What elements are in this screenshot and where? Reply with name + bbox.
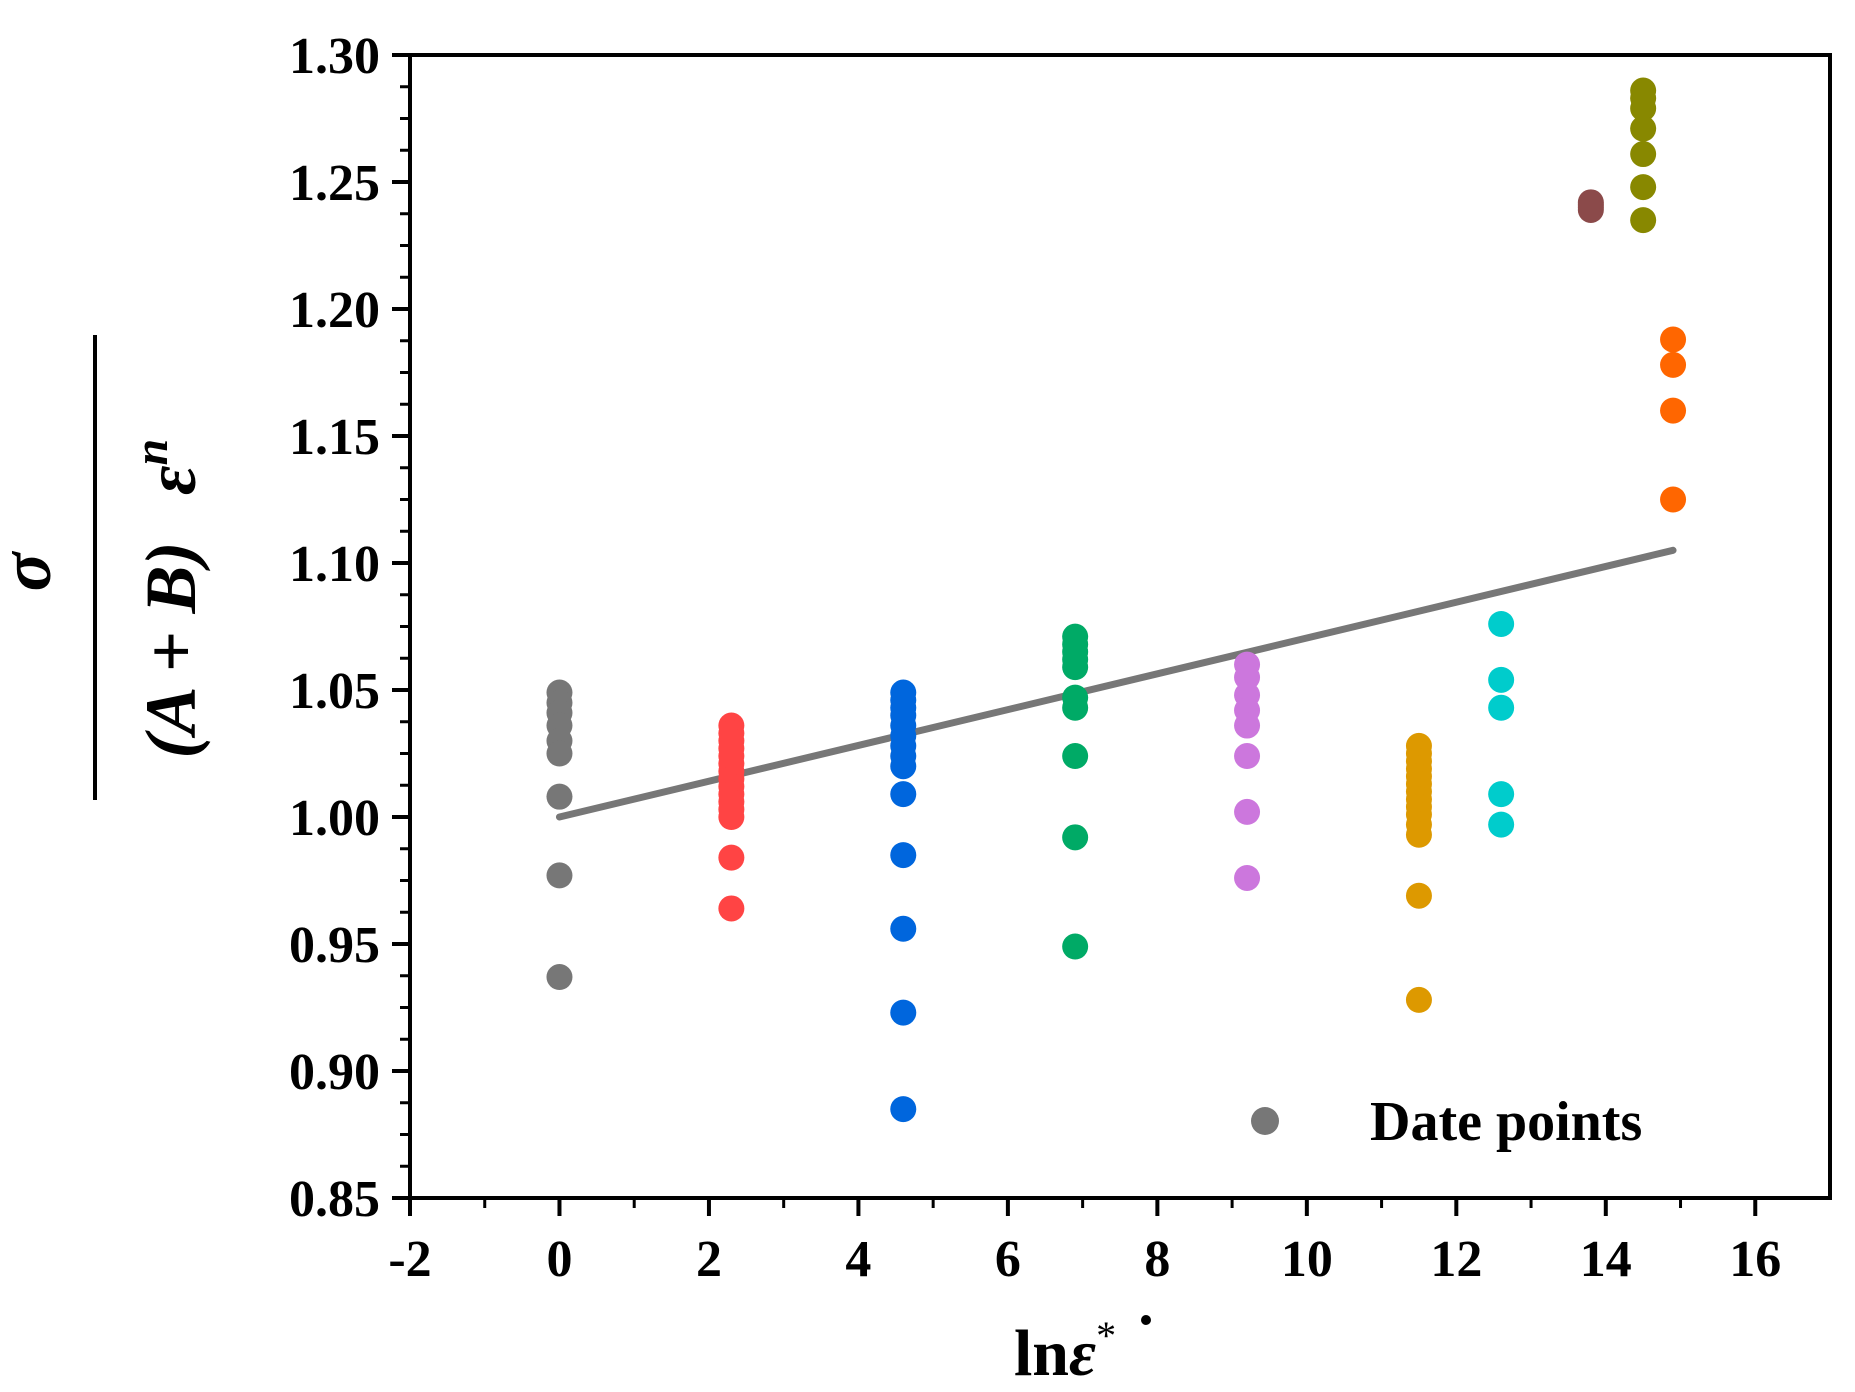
fit-line-group (555, 546, 1677, 821)
y-tick-label: 1.20 (289, 282, 380, 339)
data-point (1488, 811, 1515, 838)
series-group-11.5 (1405, 732, 1432, 1013)
data-point (1234, 712, 1261, 739)
y-tick-label: 1.30 (289, 28, 380, 85)
data-point (1660, 326, 1687, 353)
y-tick-label: 1.05 (289, 663, 380, 720)
data-point (1234, 864, 1261, 891)
svg-text:lnε*: lnε* (1014, 1313, 1116, 1390)
x-axis-title-symbol: ε (1069, 1317, 1096, 1390)
data-point (1405, 986, 1432, 1013)
data-point (718, 804, 745, 830)
x-tick-label: -2 (388, 1231, 431, 1288)
x-tick-label: 4 (845, 1231, 871, 1288)
x-axis-title-superscript: * (1096, 1313, 1116, 1358)
y-tick-label: 1.00 (289, 790, 380, 847)
data-point (1630, 95, 1657, 122)
x-tick-labels: -2 0 2 4 6 8 10 12 14 16 (388, 1231, 1781, 1288)
data-point (1062, 824, 1089, 851)
y-tick-label: 0.90 (289, 1044, 380, 1101)
data-point (1630, 174, 1657, 201)
series-group-0 (546, 679, 573, 991)
data-points (546, 77, 1687, 1123)
y-axis-eps-exponent: n (125, 439, 178, 466)
x-tick-label: 0 (546, 1231, 572, 1288)
fit-line (555, 546, 1677, 821)
data-point (1234, 743, 1261, 770)
series-group-13.8 (1577, 189, 1604, 223)
data-point (546, 862, 573, 889)
data-point (890, 781, 917, 808)
legend-marker (1251, 1107, 1279, 1135)
data-point (718, 895, 745, 922)
x-tick-label: 10 (1281, 1231, 1333, 1288)
x-axis-title: lnε* (1014, 1313, 1151, 1390)
x-axis-title-base: ln (1014, 1317, 1069, 1390)
data-point (1660, 397, 1687, 424)
data-point (1062, 654, 1089, 681)
data-point (1405, 882, 1432, 909)
data-point (546, 964, 573, 991)
data-point (1062, 694, 1089, 721)
data-point (1630, 115, 1657, 142)
y-tick-label: 1.10 (289, 536, 380, 593)
y-tick-label: 1.25 (289, 155, 380, 212)
data-point (1630, 141, 1657, 168)
axis-ticks (392, 53, 1758, 1216)
y-tick-labels: 0.85 0.90 0.95 1.00 1.05 1.10 1.15 1.20 1.25 1.30 (289, 28, 380, 1228)
y-tick-label: 0.85 (289, 1171, 380, 1228)
data-point (1488, 610, 1515, 637)
data-point (1234, 664, 1261, 691)
data-point (890, 999, 917, 1026)
data-point (718, 844, 745, 871)
series-group-4.6 (890, 679, 917, 1123)
series-group-6.9 (1062, 623, 1089, 960)
data-point (1488, 694, 1515, 721)
series-group-14.5 (1630, 77, 1657, 234)
data-point (1062, 933, 1089, 960)
y-tick-label: 0.95 (289, 917, 380, 974)
data-point (1488, 666, 1515, 693)
data-point (1630, 207, 1657, 234)
series-group-14.9 (1660, 326, 1687, 513)
legend-label: Date points (1370, 1091, 1642, 1153)
data-point (1660, 486, 1687, 513)
x-tick-label: 14 (1580, 1231, 1632, 1288)
y-axis-title: σ (A + B) εn (0, 335, 211, 800)
data-point (1660, 351, 1687, 378)
plot-frame (408, 53, 1832, 1200)
data-point (890, 915, 917, 942)
legend: Date points (1251, 1091, 1642, 1153)
series-group-12.6 (1488, 610, 1515, 838)
data-point (890, 1096, 917, 1123)
x-tick-label: 16 (1729, 1231, 1781, 1288)
data-point (890, 753, 917, 780)
data-point (546, 740, 573, 767)
x-axis-title-dot (1141, 1315, 1151, 1325)
x-tick-label: 12 (1430, 1231, 1482, 1288)
data-point (1062, 743, 1089, 770)
y-axis-eps: εn (125, 439, 211, 495)
series-group-2.3 (718, 712, 745, 922)
y-tick-label: 1.15 (289, 409, 380, 466)
y-axis-eps-symbol: ε (131, 465, 211, 495)
data-point (546, 783, 573, 810)
data-point (1405, 821, 1432, 848)
data-point (1488, 781, 1515, 808)
y-axis-numerator: σ (0, 550, 66, 591)
x-tick-label: 6 (995, 1231, 1021, 1288)
data-point (890, 842, 917, 869)
series-group-9.2 (1234, 651, 1261, 891)
data-point (1234, 798, 1261, 825)
data-point (1577, 196, 1604, 223)
y-axis-denominator: (A + B) (131, 541, 211, 758)
x-tick-label: 2 (696, 1231, 722, 1288)
x-tick-label: 8 (1144, 1231, 1170, 1288)
